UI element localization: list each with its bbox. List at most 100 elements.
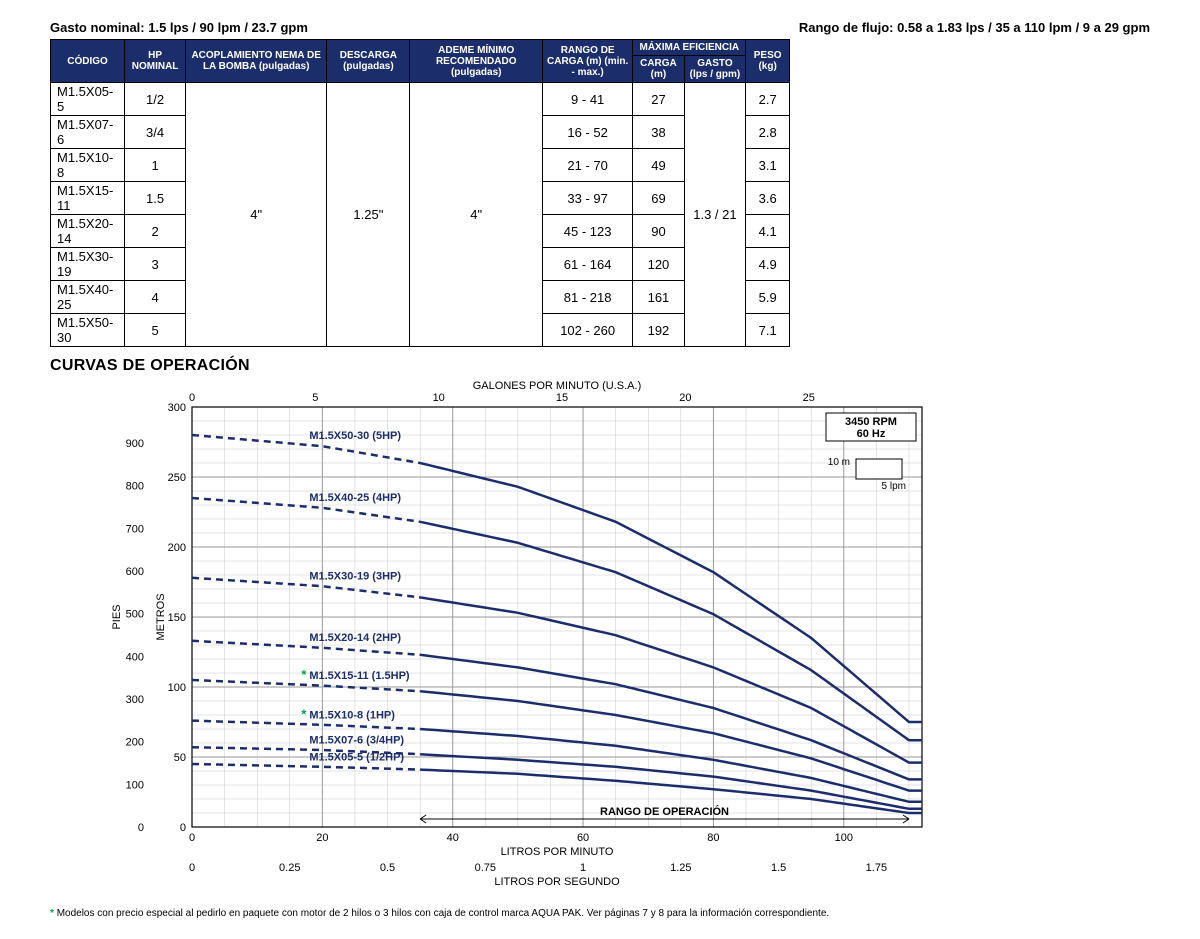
table-cell: 4	[125, 281, 186, 314]
series-label: M1.5X05-5 (1/2HP)	[309, 752, 404, 764]
table-cell: 120	[633, 248, 684, 281]
table-cell: M1.5X05-5	[51, 83, 125, 116]
col-peso: PESO (kg)	[746, 40, 790, 83]
table-cell: 16 - 52	[542, 116, 632, 149]
svg-text:0.5: 0.5	[380, 862, 395, 874]
table-cell: M1.5X50-30	[51, 314, 125, 347]
footnote-star: *	[50, 908, 54, 919]
table-cell: 3.1	[746, 149, 790, 182]
col-rango-carga: RANGO DE CARGA (m) (min. - max.)	[542, 40, 632, 83]
col-max-ef: MÁXIMA EFICIENCIA	[633, 40, 746, 56]
performance-chart: M1.5X50-30 (5HP) M1.5X40-25 (4HP) M1.5X30-…	[92, 377, 1052, 897]
svg-text:100: 100	[835, 832, 853, 844]
svg-text:100: 100	[168, 682, 186, 694]
table-cell: 3.6	[746, 182, 790, 215]
table-cell: 4.9	[746, 248, 790, 281]
table-cell: 4"	[410, 83, 543, 347]
curves-title: CURVAS DE OPERACIÓN	[50, 357, 1150, 375]
svg-text:250: 250	[168, 472, 186, 484]
table-cell: M1.5X15-11	[51, 182, 125, 215]
svg-text:5: 5	[312, 392, 318, 404]
table-cell: 3/4	[125, 116, 186, 149]
y-axis-m-title: METROS	[155, 593, 167, 640]
series-label: M1.5X30-19 (3HP)	[309, 570, 401, 582]
table-cell: 102 - 260	[542, 314, 632, 347]
svg-text:1.75: 1.75	[866, 862, 887, 874]
table-cell: 7.1	[746, 314, 790, 347]
table-cell: 192	[633, 314, 684, 347]
svg-text:0: 0	[138, 822, 144, 834]
x-axis-lpm-title: LITROS POR MINUTO	[501, 846, 614, 858]
svg-text:1.5: 1.5	[771, 862, 786, 874]
col-hp: HP NOMINAL	[125, 40, 186, 83]
svg-text:0: 0	[189, 392, 195, 404]
svg-text:60: 60	[577, 832, 589, 844]
table-cell: 69	[633, 182, 684, 215]
nominal-flow-label: Gasto nominal: 1.5 lps / 90 lpm / 23.7 g…	[50, 20, 308, 35]
svg-text:15: 15	[556, 392, 568, 404]
series-label: M1.5X40-25 (4HP)	[309, 492, 401, 504]
footnote-text: Modelos con precio especial al pedirlo e…	[57, 908, 830, 919]
table-cell: 21 - 70	[542, 149, 632, 182]
scale-x-label: 5 lpm	[882, 481, 906, 492]
flow-range-label: Rango de flujo: 0.58 a 1.83 lps / 35 a 1…	[799, 20, 1150, 35]
svg-text:1.25: 1.25	[670, 862, 691, 874]
y-axis-ft-title: PIES	[111, 604, 123, 629]
col-ademe: ADEME MÍNIMO RECOMENDADO (pulgadas)	[410, 40, 543, 83]
table-cell: 4"	[186, 83, 327, 347]
table-cell: 5	[125, 314, 186, 347]
svg-text:400: 400	[126, 651, 144, 663]
col-codigo: CÓDIGO	[51, 40, 125, 83]
svg-text:80: 80	[707, 832, 719, 844]
table-cell: 38	[633, 116, 684, 149]
svg-text:25: 25	[803, 392, 815, 404]
col-descarga: DESCARGA (pulgadas)	[327, 40, 410, 83]
legend-hz: 60 Hz	[857, 428, 886, 440]
svg-text:10: 10	[433, 392, 445, 404]
col-carga: CARGA (m)	[633, 56, 684, 83]
table-cell: 90	[633, 215, 684, 248]
table-cell: 5.9	[746, 281, 790, 314]
table-cell: 81 - 218	[542, 281, 632, 314]
header-labels: Gasto nominal: 1.5 lps / 90 lpm / 23.7 g…	[50, 20, 1150, 35]
svg-text:800: 800	[126, 481, 144, 493]
table-cell: 1.25"	[327, 83, 410, 347]
table-cell: 49	[633, 149, 684, 182]
table-cell: 161	[633, 281, 684, 314]
svg-text:0.75: 0.75	[475, 862, 496, 874]
svg-text:300: 300	[126, 694, 144, 706]
table-cell: 9 - 41	[542, 83, 632, 116]
col-acoplamiento: ACOPLAMIENTO NEMA DE LA BOMBA (pulgadas)	[186, 40, 327, 83]
table-cell: M1.5X07-6	[51, 116, 125, 149]
table-cell: 4.1	[746, 215, 790, 248]
svg-text:700: 700	[126, 523, 144, 535]
table-cell: 2	[125, 215, 186, 248]
svg-text:20: 20	[316, 832, 328, 844]
spec-table-body: M1.5X05-51/24"1.25"4"9 - 41271.3 / 212.7…	[51, 83, 790, 347]
x-axis-lps-title: LITROS POR SEGUNDO	[494, 876, 620, 888]
footnote: * Modelos con precio especial al pedirlo…	[50, 908, 1150, 919]
series-label: M1.5X50-30 (5HP)	[309, 430, 401, 442]
series-label: M1.5X20-14 (2HP)	[309, 632, 401, 644]
series-label: M1.5X07-6 (3/4HP)	[309, 735, 404, 747]
svg-text:150: 150	[168, 612, 186, 624]
series-label: M1.5X10-8 (1HP)	[309, 709, 395, 721]
table-cell: 1/2	[125, 83, 186, 116]
chart-container: M1.5X50-30 (5HP) M1.5X40-25 (4HP) M1.5X30-…	[92, 377, 1052, 900]
spec-table-head: CÓDIGO HP NOMINAL ACOPLAMIENTO NEMA DE L…	[51, 40, 790, 83]
svg-text:20: 20	[679, 392, 691, 404]
table-cell: 2.7	[746, 83, 790, 116]
table-row: M1.5X05-51/24"1.25"4"9 - 41271.3 / 212.7	[51, 83, 790, 116]
svg-text:900: 900	[126, 438, 144, 450]
svg-text:200: 200	[168, 542, 186, 554]
table-cell: M1.5X30-19	[51, 248, 125, 281]
table-cell: 61 - 164	[542, 248, 632, 281]
svg-text:40: 40	[447, 832, 459, 844]
svg-text:50: 50	[174, 752, 186, 764]
table-cell: 45 - 123	[542, 215, 632, 248]
svg-text:500: 500	[126, 609, 144, 621]
table-cell: 1.5	[125, 182, 186, 215]
svg-text:0: 0	[189, 832, 195, 844]
scale-y-label: 10 m	[828, 457, 850, 468]
table-cell: 33 - 97	[542, 182, 632, 215]
